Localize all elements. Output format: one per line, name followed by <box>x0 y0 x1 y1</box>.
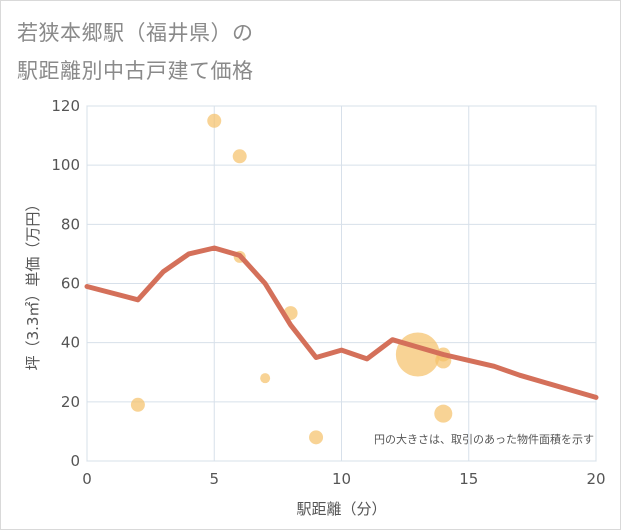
x-tick-label: 0 <box>82 470 92 488</box>
y-tick-label: 0 <box>70 452 80 470</box>
chart-title-line2: 駅距離別中古戸建て価格 <box>17 59 254 83</box>
x-tick-label: 5 <box>209 470 219 488</box>
bubble-point <box>130 397 145 412</box>
bubble-point <box>434 404 453 423</box>
bubble-size-note: 円の大きさは、取引のあった物件面積を示す <box>374 432 594 446</box>
chart-title-line1: 若狭本郷駅（福井県）の <box>17 21 254 45</box>
x-tick-label: 15 <box>459 470 478 488</box>
tick-layer: 0 20 40 60 80 100 120 0 5 10 15 20 <box>51 97 605 488</box>
y-tick-label: 20 <box>61 393 80 411</box>
y-tick-label: 40 <box>61 334 80 352</box>
y-tick-label: 120 <box>51 97 80 115</box>
x-tick-label: 20 <box>586 470 605 488</box>
x-axis-label: 駅距離（分） <box>296 500 386 518</box>
bubble-point <box>207 113 222 128</box>
bubble-point <box>395 332 440 377</box>
x-tick-label: 10 <box>332 470 351 488</box>
bubble-point <box>260 373 271 384</box>
y-axis-label: 坪（3.3㎡）単価（万円） <box>24 197 42 371</box>
average-line-layer <box>84 245 599 400</box>
grid-layer <box>86 105 597 462</box>
average-price-line <box>84 245 599 400</box>
y-tick-label: 80 <box>61 215 80 233</box>
bubble-point <box>232 149 247 164</box>
y-tick-label: 60 <box>61 275 80 293</box>
y-tick-label: 100 <box>51 156 80 174</box>
bubble-point <box>309 430 324 445</box>
